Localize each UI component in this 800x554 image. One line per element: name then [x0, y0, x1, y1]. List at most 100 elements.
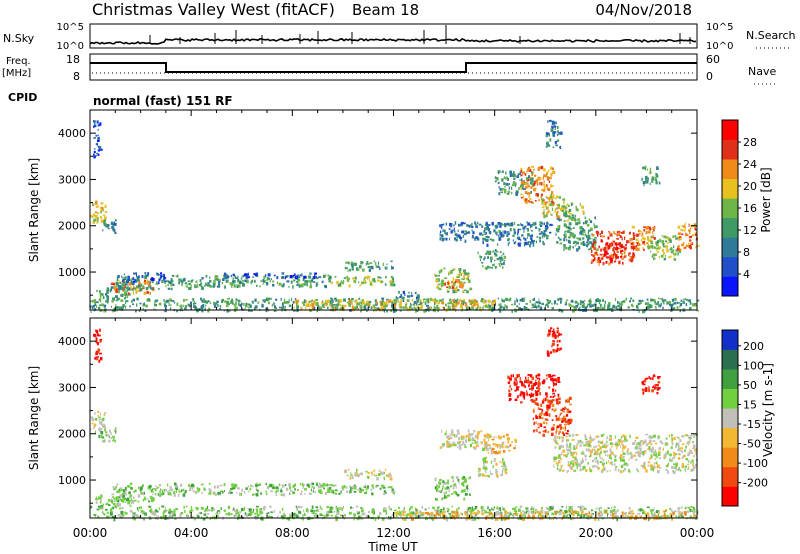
data-cell	[494, 266, 497, 269]
data-cell	[573, 445, 576, 448]
data-cell	[590, 438, 594, 442]
data-cell	[652, 440, 656, 443]
data-cell	[462, 477, 465, 480]
data-cell	[356, 517, 358, 521]
data-cell	[587, 231, 590, 235]
data-cell	[161, 275, 164, 278]
data-cell	[180, 483, 183, 487]
data-cell	[439, 510, 442, 514]
data-cell	[495, 469, 498, 472]
data-cell	[535, 390, 538, 393]
data-cell	[536, 404, 540, 406]
data-cell	[519, 377, 521, 381]
data-cell	[568, 448, 570, 452]
data-cell	[528, 235, 532, 237]
data-cell	[659, 440, 663, 443]
data-cell	[491, 239, 495, 242]
data-cell	[597, 232, 600, 234]
data-cell	[257, 484, 260, 487]
data-cell	[449, 299, 452, 301]
data-cell	[628, 458, 630, 461]
data-cell	[563, 244, 566, 248]
data-cell	[565, 432, 568, 435]
data-cell	[524, 183, 528, 186]
data-cell	[451, 284, 455, 288]
data-cell	[656, 464, 660, 468]
data-cell	[144, 309, 147, 312]
data-cell	[453, 268, 456, 271]
data-cell	[309, 285, 313, 289]
data-cell	[372, 304, 375, 308]
data-cell	[339, 282, 342, 286]
data-cell	[639, 449, 641, 453]
data-cell	[447, 302, 451, 305]
data-cell	[319, 482, 321, 486]
data-cell	[132, 288, 134, 292]
data-cell	[613, 463, 616, 466]
data-cell	[452, 277, 454, 281]
data-cell	[543, 214, 546, 219]
data-cell	[526, 200, 529, 203]
data-cell	[391, 280, 395, 283]
data-cell	[441, 301, 445, 305]
data-cell	[564, 428, 567, 432]
data-cell	[262, 299, 265, 302]
data-cell	[241, 275, 244, 278]
data-cell	[305, 275, 308, 279]
data-cell	[232, 280, 234, 285]
data-cell	[136, 276, 138, 278]
data-cell	[544, 307, 546, 311]
data-cell	[622, 261, 624, 265]
data-cell	[546, 207, 548, 210]
data-cell	[570, 465, 574, 468]
data-cell	[96, 152, 99, 155]
data-cell	[350, 262, 352, 266]
data-cell	[572, 433, 575, 437]
data-cell	[567, 429, 569, 433]
data-cell	[512, 182, 516, 186]
data-cell	[544, 201, 547, 206]
data-cell	[458, 234, 461, 236]
data-cell	[389, 477, 393, 481]
data-cell	[524, 182, 527, 185]
data-cell	[637, 302, 641, 306]
data-cell	[204, 284, 206, 287]
data-cell	[96, 342, 99, 344]
data-cell	[324, 285, 327, 289]
data-cell	[595, 225, 598, 229]
data-cell	[617, 440, 619, 443]
data-cell	[167, 483, 169, 487]
data-cell	[365, 303, 368, 306]
data-cell	[128, 287, 130, 291]
data-cell	[164, 301, 167, 303]
data-cell	[162, 273, 165, 277]
data-cell	[452, 306, 455, 309]
data-cell	[328, 280, 331, 283]
data-cell	[588, 242, 591, 245]
data-cell	[471, 223, 473, 225]
data-cell	[682, 466, 683, 469]
data-cell	[186, 283, 188, 285]
data-cell	[689, 301, 692, 305]
data-cell	[526, 177, 529, 181]
data-cell	[549, 197, 552, 199]
data-cell	[304, 280, 306, 283]
data-cell	[488, 444, 491, 447]
data-cell	[349, 269, 352, 272]
data-cell	[543, 168, 546, 172]
data-cell	[219, 305, 222, 308]
data-cell	[103, 310, 105, 313]
data-cell	[609, 243, 612, 246]
data-cell	[141, 285, 145, 289]
data-cell	[673, 253, 675, 257]
data-cell	[526, 380, 530, 384]
data-cell	[585, 441, 588, 445]
data-cell	[515, 184, 516, 188]
data-cell	[455, 233, 458, 236]
data-cell	[154, 493, 157, 496]
data-region	[477, 249, 507, 270]
data-cell	[335, 305, 339, 308]
data-cell	[156, 486, 158, 490]
data-cell	[349, 476, 351, 480]
data-cell	[98, 416, 101, 419]
